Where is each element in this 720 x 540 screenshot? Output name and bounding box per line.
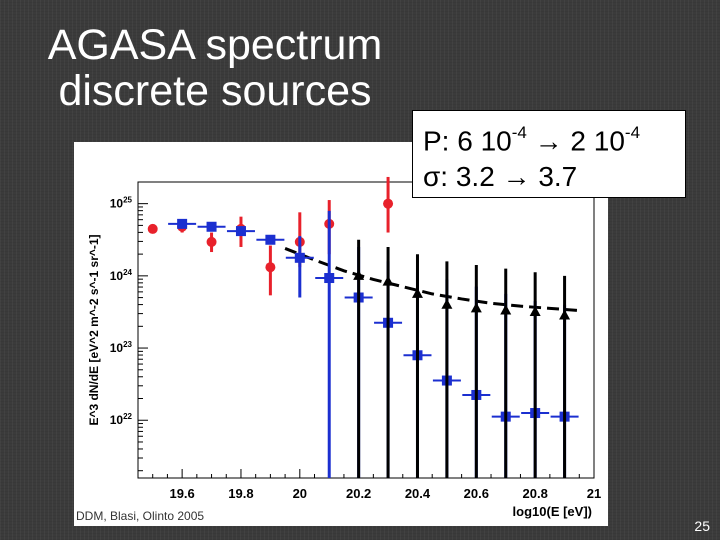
data-point-square: [206, 221, 217, 232]
title-line-2: discrete sources: [58, 67, 372, 115]
data-point-triangle: [500, 304, 512, 315]
sigma-arrow: →: [502, 161, 531, 193]
x-tick-label: 20.4: [405, 486, 431, 501]
data-point-circle: [383, 198, 394, 209]
data-point-square: [265, 234, 276, 245]
x-tick-label: 21: [587, 486, 601, 501]
info-box: P: 6 10-4 → 2 10-4 σ: 3.2 → 3.7: [412, 110, 686, 198]
p-exponent-1: -4: [511, 123, 527, 142]
p-arrow: →: [534, 125, 563, 157]
p-label: P: 6 10: [423, 125, 512, 157]
y-tick-label: 1025: [110, 196, 133, 211]
p-exponent-2: -4: [624, 123, 641, 142]
data-point-triangle: [529, 305, 541, 316]
data-point-triangle: [382, 275, 394, 286]
y-tick-label: 1024: [110, 268, 133, 283]
y-tick-label: 1023: [110, 340, 133, 355]
p-value-line: P: 6 10-4 → 2 10-4: [423, 117, 685, 159]
x-axis-label: log10(E [eV]): [513, 504, 592, 519]
p-mid: 2 10: [570, 125, 625, 157]
data-point-triangle: [470, 302, 482, 313]
x-tick-label: 20.2: [346, 486, 371, 501]
x-tick-label: 19.8: [228, 486, 253, 501]
sigma-line: σ: 3.2 → 3.7: [423, 159, 685, 195]
y-tick-label: 1022: [110, 412, 133, 427]
data-point-triangle: [411, 287, 423, 298]
y-axis-label: E^3 dN/dE [eV^2 m^-2 s^-1 sr^-1]: [87, 234, 101, 425]
spectrum-plot: 19.6 19.8 20 20.2 20.4 20.6 20.8 21 1022 1023 1024…: [74, 142, 608, 526]
x-tick-label: 20: [293, 486, 307, 501]
data-point-triangle: [353, 269, 365, 280]
data-point-triangle: [559, 309, 571, 320]
data-point-square: [324, 273, 335, 284]
data-point-square: [177, 218, 188, 229]
page-number: 25: [694, 518, 710, 534]
x-tick-label: 19.6: [169, 486, 194, 501]
model-curve: [284, 247, 580, 313]
data-point-circle: [147, 223, 158, 234]
x-tick-label: 20.8: [523, 486, 548, 501]
data-point-square: [235, 226, 246, 237]
slide-title: AGASA spectrum discrete sources: [20, 22, 410, 114]
title-line-1: AGASA spectrum: [47, 21, 383, 69]
sigma-label: σ: 3.2: [423, 161, 495, 193]
sigma-end: 3.7: [538, 161, 578, 193]
data-point-square: [294, 252, 305, 263]
citation: DDM, Blasi, Olinto 2005: [76, 509, 205, 523]
x-tick-label: 20.6: [464, 486, 489, 501]
data-point-triangle: [441, 298, 453, 309]
data-point-circle: [265, 262, 276, 273]
data-point-circle: [206, 236, 217, 247]
spectrum-chart-svg: 19.6 19.8 20 20.2 20.4 20.6 20.8 21 1022 1023 1024…: [87, 176, 601, 519]
